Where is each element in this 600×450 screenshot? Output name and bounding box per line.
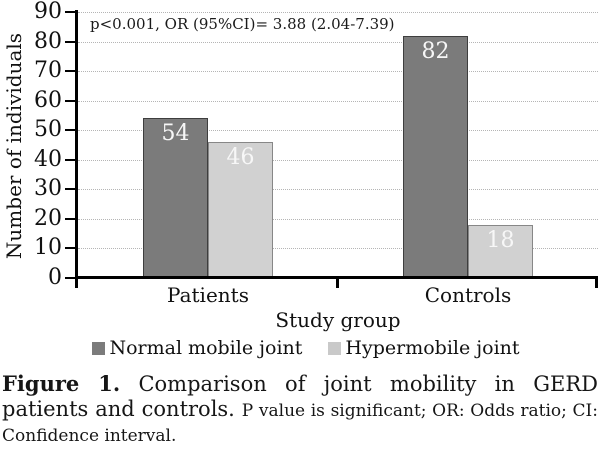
bar-value-label: 82 bbox=[421, 39, 450, 64]
gridline-10 bbox=[78, 248, 598, 250]
y-tick bbox=[65, 217, 76, 220]
plot-area: p<0.001, OR (95%CI)= 3.88 (2.04-7.39) 54… bbox=[78, 12, 598, 278]
y-tick-label: 20 bbox=[34, 205, 62, 231]
y-tick-label: 40 bbox=[34, 146, 62, 172]
gridline-20 bbox=[78, 218, 598, 220]
x-tick bbox=[336, 279, 339, 288]
bar-controls-hypermobile: 18 bbox=[468, 225, 533, 278]
bar-controls-normal-mobile: 82 bbox=[403, 36, 468, 278]
caption-label: Figure 1. bbox=[2, 371, 121, 396]
y-tick bbox=[65, 70, 76, 73]
bar-value-label: 46 bbox=[226, 145, 255, 170]
caption-text: Comparison of joint mobility in GERD pat… bbox=[2, 372, 598, 422]
legend-label: Normal mobile joint bbox=[109, 337, 303, 359]
gridline-70 bbox=[78, 71, 598, 73]
legend-swatch-dark-icon bbox=[92, 341, 106, 355]
figure-caption: Figure 1. Comparison of joint mobility i… bbox=[2, 371, 598, 448]
y-tick bbox=[65, 129, 76, 132]
legend-item-normal-mobile: Normal mobile joint bbox=[92, 337, 302, 359]
bar-patients-hypermobile: 46 bbox=[208, 142, 273, 278]
stats-annotation: p<0.001, OR (95%CI)= 3.88 (2.04-7.39) bbox=[90, 15, 395, 33]
bar-value-label: 18 bbox=[486, 228, 515, 253]
x-tick bbox=[595, 279, 598, 288]
legend-label: Hypermobile joint bbox=[345, 337, 520, 359]
legend: Normal mobile joint Hypermobile joint bbox=[0, 337, 600, 359]
gridline-50 bbox=[78, 130, 598, 132]
x-axis-line bbox=[75, 276, 598, 279]
y-axis-line bbox=[75, 10, 78, 279]
legend-swatch-light-icon bbox=[328, 341, 342, 355]
y-tick bbox=[65, 40, 76, 43]
legend-item-hypermobile: Hypermobile joint bbox=[328, 337, 520, 359]
x-axis-title: Study group bbox=[275, 308, 401, 332]
y-tick-label: 70 bbox=[34, 58, 62, 84]
y-tick bbox=[65, 11, 76, 13]
gridline-80 bbox=[78, 41, 598, 43]
y-tick-label: 80 bbox=[34, 28, 62, 54]
y-tick bbox=[65, 277, 76, 279]
x-category-controls: Controls bbox=[424, 283, 512, 307]
x-category-patients: Patients bbox=[167, 283, 249, 307]
bar-value-label: 54 bbox=[161, 121, 190, 146]
y-tick-label: 30 bbox=[34, 176, 62, 202]
gridline-90 bbox=[78, 12, 598, 13]
y-tick bbox=[65, 247, 76, 250]
y-tick-label: 0 bbox=[48, 265, 62, 290]
y-tick-label: 90 bbox=[34, 0, 62, 24]
y-tick bbox=[65, 158, 76, 161]
y-tick-label: 60 bbox=[34, 87, 62, 113]
caption-note: P value is significant; OR: Odds ratio; … bbox=[2, 401, 598, 447]
gridline-30 bbox=[78, 189, 598, 191]
y-tick-label: 50 bbox=[34, 117, 62, 143]
y-tick-label: 10 bbox=[34, 235, 62, 261]
gridline-40 bbox=[78, 159, 598, 161]
y-tick bbox=[65, 188, 76, 191]
gridline-60 bbox=[78, 100, 598, 102]
x-tick bbox=[75, 279, 78, 288]
bar-patients-normal-mobile: 54 bbox=[143, 118, 208, 278]
y-tick bbox=[65, 99, 76, 102]
